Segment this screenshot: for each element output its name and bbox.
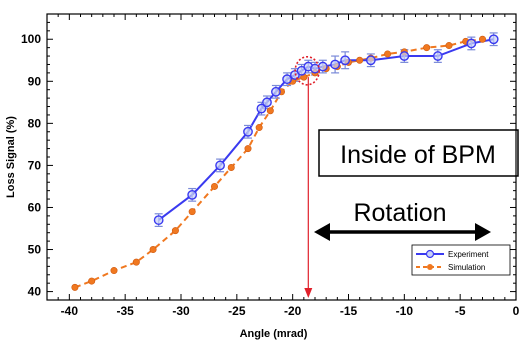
rotation-arrow-right-head [475, 223, 491, 241]
experiment-point [399, 51, 410, 61]
x-tick-label: -10 [396, 304, 414, 318]
simulation-point [171, 227, 179, 235]
simulation-point [266, 107, 274, 115]
legend-experiment-label: Experiment [448, 250, 489, 259]
y-tick-label: 80 [28, 116, 42, 130]
x-tick-label: -30 [172, 304, 190, 318]
bpm-label-box [318, 129, 519, 177]
y-tick-label: 40 [28, 285, 42, 299]
y-tick-label: 50 [28, 243, 42, 257]
experiment-point [488, 34, 499, 45]
experiment-point [243, 126, 253, 137]
experiment-point [215, 160, 225, 171]
experiment-point [282, 74, 292, 85]
experiment-point [187, 189, 198, 200]
simulation-point [478, 35, 486, 43]
rotation-label: Rotation [353, 199, 446, 227]
simulation-point [211, 182, 219, 190]
experiment-point [466, 38, 477, 49]
simulation-point [149, 246, 157, 254]
legend-experiment-marker [425, 249, 435, 259]
x-tick-label: -5 [455, 304, 466, 318]
legend-simulation-marker [427, 264, 433, 270]
x-tick-label: -35 [116, 304, 134, 318]
y-tick-label: 90 [28, 74, 42, 88]
experiment-point [330, 59, 340, 70]
rotation-arrow-left-head [314, 223, 330, 241]
bpm-label-text: Inside of BPM [340, 141, 496, 169]
experiment-point [365, 55, 376, 66]
y-tick-label: 70 [28, 158, 42, 172]
simulation-point [255, 124, 263, 132]
x-tick-label: 0 [513, 304, 520, 318]
simulation-point [244, 145, 252, 153]
x-tick-label: -20 [284, 304, 302, 318]
simulation-point [132, 258, 140, 266]
simulation-point [423, 44, 431, 52]
annotation-layer: Inside of BPM Rotation [294, 55, 519, 298]
y-axis-title: Loss Signal (%) [5, 116, 17, 198]
series-layer [71, 32, 499, 291]
plot-frame [46, 13, 517, 301]
x-axis-title: Angle (mrad) [240, 328, 308, 340]
simulation-point [384, 50, 392, 58]
experiment-point [340, 55, 351, 66]
legend-simulation-label: Simulation [448, 263, 485, 272]
simulation-point [88, 277, 96, 285]
y-tick-label: 100 [21, 32, 41, 46]
simulation-point [445, 42, 453, 50]
ticks-layer: -40 -35 -30 -25 -20 -15 -10 -5 0 40 50 60 70 80 90 100 [21, 13, 520, 318]
legend-box [411, 244, 511, 276]
simulation-point [110, 267, 118, 275]
x-tick-label: -40 [61, 304, 79, 318]
x-tick-label: -25 [228, 304, 246, 318]
experiment-point [153, 215, 164, 225]
simulation-point [227, 164, 235, 172]
simulation-point [71, 283, 79, 291]
experiment-point [271, 86, 281, 97]
y-tick-label: 60 [28, 200, 42, 214]
marker-arrowhead [304, 288, 313, 298]
x-tick-label: -15 [340, 304, 358, 318]
experiment-point [256, 103, 267, 114]
simulation-point [356, 56, 364, 64]
simulation-point [188, 208, 196, 216]
experiment-point [432, 51, 443, 61]
highlight-ellipse [294, 55, 320, 86]
legend: Experiment Simulation [411, 244, 511, 276]
experiment-point [262, 97, 272, 108]
